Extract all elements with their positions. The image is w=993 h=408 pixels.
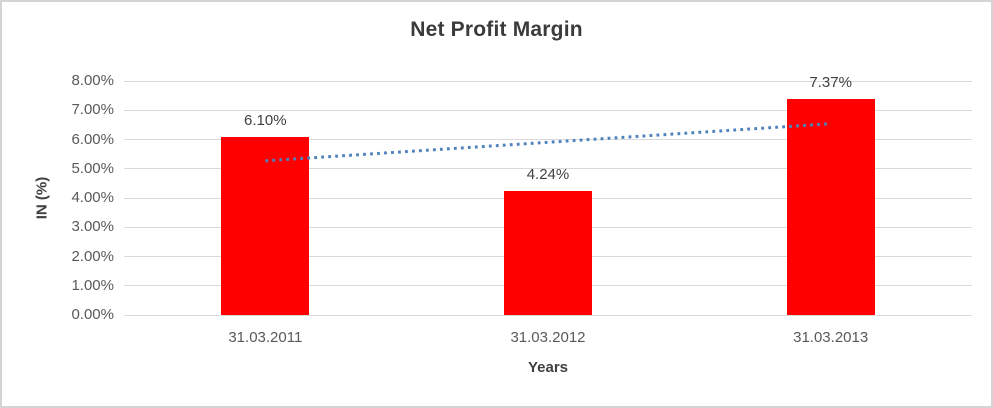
bar-data-label: 4.24%	[526, 165, 570, 183]
y-axis-tick-label: 2.00%	[71, 247, 114, 265]
plot-area: 6.10% 4.24% 7.37%	[124, 74, 972, 316]
bar-31.03.2012	[504, 190, 592, 315]
y-axis-tick-label: 1.00%	[71, 276, 114, 294]
x-axis-title: Years	[527, 359, 569, 376]
chart-title: Net Profit Margin	[410, 18, 583, 41]
y-axis-tick-label: 5.00%	[71, 159, 114, 177]
y-axis-tick-label: 3.00%	[71, 218, 114, 236]
x-axis-tick-label: 31.03.2012	[510, 329, 586, 346]
bar-data-label: 6.10%	[244, 111, 287, 129]
gridline	[124, 314, 972, 316]
y-axis-tick-label: 0.00%	[71, 306, 114, 323]
gridline	[124, 80, 972, 82]
gridline	[124, 168, 972, 170]
trendline-segment	[265, 122, 831, 163]
x-axis-tick-label: 31.03.2013	[793, 329, 869, 346]
gridline	[124, 139, 972, 140]
y-axis-tick-label: 7.00%	[71, 101, 114, 119]
x-axis-tick-label: 31.03.2011	[228, 329, 303, 346]
trendline	[265, 122, 831, 163]
bar-data-label: 7.37%	[809, 74, 852, 92]
y-axis-tick-label: 4.00%	[71, 189, 114, 206]
y-axis-tick-label: 6.00%	[71, 130, 114, 148]
y-axis-tick-label: 8.00%	[71, 72, 114, 89]
bar-31.03.2013	[786, 99, 875, 315]
gridline	[124, 109, 972, 111]
bar-31.03.2011	[221, 136, 310, 315]
